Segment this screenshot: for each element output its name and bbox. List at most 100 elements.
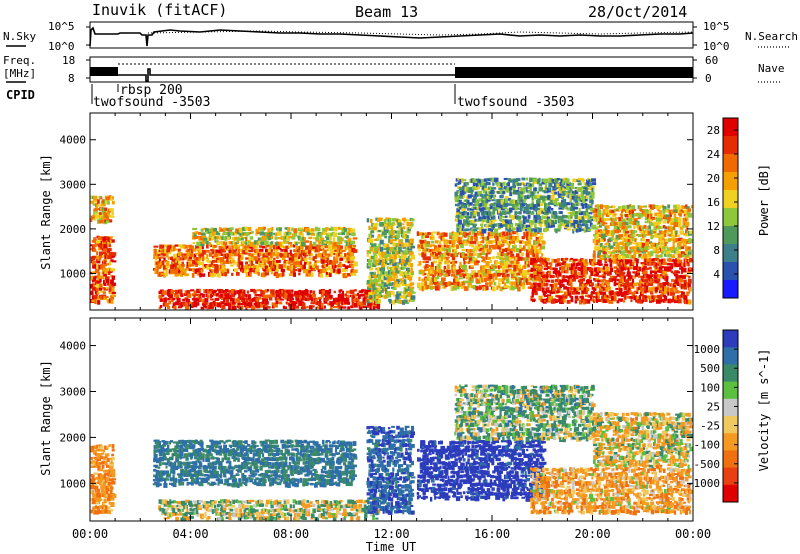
data-cell [492, 224, 495, 228]
data-cell [593, 267, 597, 272]
data-cell [275, 245, 279, 250]
data-cell [502, 257, 507, 260]
data-cell [481, 240, 485, 243]
data-cell [410, 254, 415, 260]
data-cell [448, 248, 451, 253]
data-cell [270, 272, 273, 275]
data-cell [466, 212, 470, 216]
data-cell [610, 251, 616, 254]
data-cell [492, 220, 495, 224]
data-cell [600, 222, 605, 226]
data-cell [633, 295, 638, 301]
data-cell [501, 280, 505, 284]
data-cell [492, 210, 496, 215]
data-cell [582, 274, 587, 278]
data-cell [595, 226, 599, 230]
data-cell [426, 241, 430, 244]
data-cell [199, 293, 202, 299]
data-cell [351, 232, 356, 237]
data-cell [186, 305, 190, 310]
data-cell [534, 228, 539, 233]
data-cell [591, 194, 595, 199]
data-cell [276, 241, 279, 246]
data-cell [509, 191, 513, 197]
data-cell [530, 283, 534, 288]
data-cell [424, 273, 427, 276]
data-cell [523, 210, 527, 214]
data-cell [554, 178, 558, 184]
data-cell [344, 228, 348, 233]
data-cell [574, 274, 579, 279]
data-cell [534, 283, 537, 288]
data-cell [292, 302, 297, 307]
data-cell [220, 268, 224, 274]
data-cell [541, 245, 546, 250]
data-cell [189, 256, 192, 259]
data-cell [603, 222, 608, 225]
data-cell [224, 268, 229, 272]
data-cell [521, 177, 526, 181]
data-cell [453, 274, 458, 279]
data-cell [553, 286, 558, 289]
data-cell [493, 228, 499, 234]
data-cell [388, 222, 392, 226]
data-cell [580, 190, 584, 196]
data-cell [514, 222, 520, 227]
data-cell [594, 283, 600, 289]
data-cell [680, 209, 683, 212]
data-cell [585, 187, 588, 191]
data-cell [447, 260, 451, 263]
data-cell [523, 199, 526, 204]
data-cell [464, 253, 470, 257]
data-cell [622, 278, 625, 283]
data-cell [499, 203, 503, 208]
data-cell [326, 227, 329, 230]
data-cell [504, 195, 509, 199]
data-cell [495, 276, 498, 280]
data-cell [672, 234, 676, 238]
data-cell [488, 224, 493, 227]
data-cell [182, 264, 185, 267]
data-cell [526, 220, 531, 223]
data-cell [375, 217, 378, 221]
data-cell [226, 257, 229, 262]
data-cell [679, 254, 684, 257]
data-cell [566, 228, 571, 231]
data-cell [678, 259, 683, 264]
data-cell [319, 268, 324, 273]
data-cell [296, 256, 299, 262]
data-cell [99, 212, 103, 215]
data-cell [644, 290, 647, 294]
data-cell [602, 278, 606, 282]
data-cell [641, 299, 645, 303]
data-cell [489, 194, 493, 199]
data-cell [630, 282, 634, 286]
data-cell [403, 235, 407, 239]
freq-panel: 18 8 60 0 Freq. [MHz] Nave [3, 54, 785, 85]
data-cell [112, 196, 114, 200]
data-cell [290, 269, 295, 274]
data-cell [610, 290, 613, 296]
data-cell [384, 259, 388, 265]
data-cell [583, 220, 588, 224]
data-cell [496, 273, 501, 277]
data-cell [552, 290, 556, 294]
data-cell [669, 259, 674, 262]
data-cell [508, 214, 512, 218]
data-cell [495, 261, 498, 266]
data-cell [673, 259, 676, 264]
data-cell [460, 264, 463, 268]
date-title: 28/Oct/2014 [588, 3, 687, 21]
data-cell [481, 284, 487, 288]
data-cell [228, 228, 232, 232]
data-cell [645, 230, 649, 233]
data-cell [224, 236, 228, 241]
data-cell [545, 182, 548, 188]
data-cell [321, 260, 325, 264]
data-cell [429, 285, 433, 290]
data-cell [394, 247, 397, 250]
data-cell [613, 282, 617, 287]
data-cell [663, 296, 668, 301]
data-cell [633, 275, 636, 279]
data-cell [626, 295, 630, 299]
